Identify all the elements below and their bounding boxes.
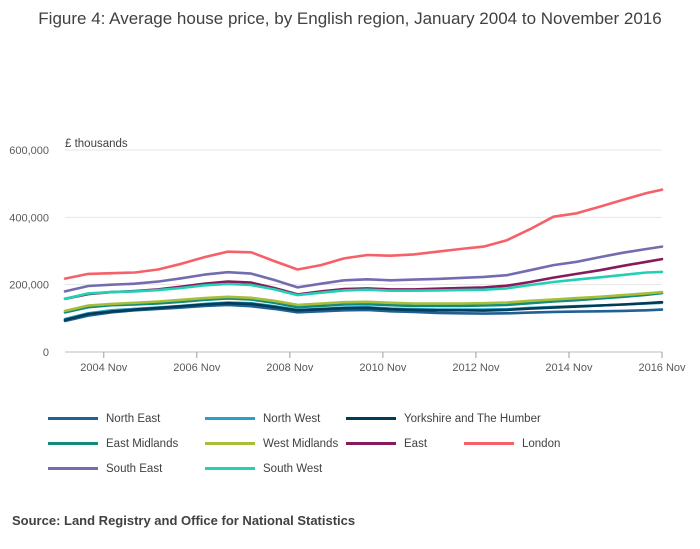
series-line-south-west <box>63 270 664 301</box>
legend-swatch <box>48 467 98 470</box>
legend-label: North East <box>106 412 161 425</box>
x-tick-label: 2014 Nov <box>545 362 593 374</box>
legend-swatch <box>205 467 255 470</box>
legend-item-north-west[interactable]: North West <box>205 413 346 425</box>
legend-swatch <box>48 442 98 445</box>
series-line-west-midlands <box>63 290 664 313</box>
y-tick-label: 600,000 <box>9 145 49 157</box>
y-axis-label: £ thousands <box>65 138 128 150</box>
x-tick-label: 2008 Nov <box>266 362 314 374</box>
legend-item-south-west[interactable]: South West <box>205 463 346 475</box>
legend-label: Yorkshire and The Humber <box>404 412 541 425</box>
legend-item-west-midlands[interactable]: West Midlands <box>205 438 346 450</box>
legend-label: East Midlands <box>106 437 179 450</box>
legend: North East North West Yorkshire and The … <box>48 406 688 481</box>
legend-label: South West <box>263 462 323 475</box>
legend-swatch <box>205 417 255 420</box>
legend-label: North West <box>263 412 321 425</box>
legend-row: North East North West Yorkshire and The … <box>48 406 688 431</box>
x-tick-label: 2010 Nov <box>359 362 407 374</box>
legend-item-london[interactable]: London <box>464 438 560 450</box>
grid-lines <box>65 149 662 353</box>
legend-item-south-east[interactable]: South East <box>48 463 205 475</box>
series-line-london <box>63 188 664 280</box>
legend-row: South East South West <box>48 456 688 481</box>
legend-swatch <box>464 442 514 445</box>
legend-item-east[interactable]: East <box>346 438 464 450</box>
legend-label: London <box>522 437 561 450</box>
series-line-east-midlands <box>63 291 664 314</box>
legend-item-yorkshire[interactable]: Yorkshire and The Humber <box>346 413 666 425</box>
legend-swatch <box>48 417 98 420</box>
x-axis: 2004 Nov 2006 Nov 2008 Nov 2010 Nov 2012 Nov… <box>80 352 686 374</box>
legend-swatch <box>205 442 255 445</box>
legend-swatch <box>346 417 396 420</box>
source-note: Source: Land Registry and Office for Nat… <box>12 513 356 528</box>
legend-item-north-east[interactable]: North East <box>48 413 205 425</box>
y-tick-labels: 0 200,000 400,000 600,000 <box>9 145 49 359</box>
series-lines <box>63 188 664 323</box>
x-tick-label: 2006 Nov <box>173 362 221 374</box>
legend-swatch <box>346 442 396 445</box>
series-line-south-east <box>63 245 664 293</box>
series-line-yorkshire-and-the-humber <box>63 300 664 322</box>
legend-label: South East <box>106 462 163 475</box>
legend-label: East <box>404 437 428 450</box>
legend-item-east-midlands[interactable]: East Midlands <box>48 438 205 450</box>
x-tick-label: 2016 Nov <box>638 362 686 374</box>
legend-label: West Midlands <box>263 437 339 450</box>
y-tick-label: 400,000 <box>9 212 49 224</box>
y-tick-label: 0 <box>43 347 49 359</box>
x-tick-label: 2004 Nov <box>80 362 128 374</box>
y-tick-label: 200,000 <box>9 280 49 292</box>
x-tick-label: 2012 Nov <box>452 362 500 374</box>
legend-row: East Midlands West Midlands East London <box>48 431 688 456</box>
chart-title: Figure 4: Average house price, by Englis… <box>38 9 662 28</box>
